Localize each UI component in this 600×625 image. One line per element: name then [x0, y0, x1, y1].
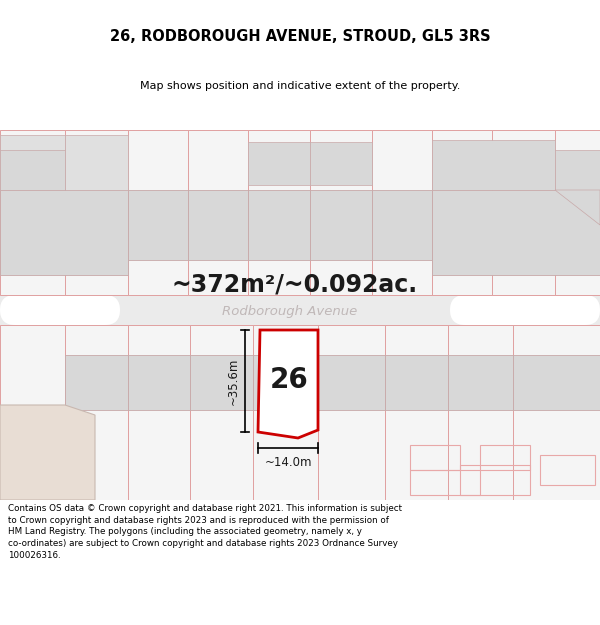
Polygon shape	[310, 130, 372, 295]
Polygon shape	[385, 355, 448, 410]
Polygon shape	[0, 130, 600, 295]
Polygon shape	[372, 130, 432, 295]
Text: ~14.0m: ~14.0m	[264, 456, 312, 469]
Polygon shape	[310, 190, 372, 260]
Polygon shape	[0, 295, 600, 325]
Polygon shape	[448, 325, 513, 500]
Polygon shape	[0, 190, 128, 275]
Polygon shape	[318, 325, 385, 500]
Polygon shape	[513, 355, 600, 410]
Polygon shape	[190, 355, 253, 410]
Polygon shape	[0, 130, 65, 295]
Polygon shape	[372, 190, 432, 260]
Polygon shape	[0, 130, 600, 500]
Text: Rodborough Avenue: Rodborough Avenue	[223, 306, 358, 319]
Polygon shape	[555, 150, 600, 190]
Polygon shape	[385, 325, 448, 500]
Polygon shape	[65, 130, 128, 295]
Polygon shape	[248, 142, 310, 185]
Polygon shape	[253, 355, 318, 410]
FancyBboxPatch shape	[0, 295, 120, 325]
Polygon shape	[0, 150, 65, 190]
Text: 26, RODBOROUGH AVENUE, STROUD, GL5 3RS: 26, RODBOROUGH AVENUE, STROUD, GL5 3RS	[110, 29, 490, 44]
Polygon shape	[310, 142, 372, 185]
Polygon shape	[128, 355, 190, 410]
Polygon shape	[258, 330, 318, 438]
Polygon shape	[432, 130, 492, 295]
Polygon shape	[0, 135, 65, 190]
Polygon shape	[65, 135, 128, 190]
Polygon shape	[555, 130, 600, 295]
Polygon shape	[253, 325, 318, 500]
Text: Map shows position and indicative extent of the property.: Map shows position and indicative extent…	[140, 81, 460, 91]
Text: 26: 26	[269, 366, 308, 394]
FancyBboxPatch shape	[80, 295, 540, 325]
Polygon shape	[188, 130, 248, 295]
Polygon shape	[65, 355, 128, 410]
Text: ~35.6m: ~35.6m	[227, 357, 239, 405]
Polygon shape	[128, 325, 190, 500]
Polygon shape	[513, 325, 600, 500]
Polygon shape	[318, 355, 385, 410]
Polygon shape	[248, 130, 310, 295]
Polygon shape	[555, 190, 600, 225]
Polygon shape	[0, 325, 600, 500]
FancyBboxPatch shape	[450, 295, 600, 325]
Polygon shape	[190, 325, 253, 500]
Polygon shape	[432, 190, 600, 275]
Polygon shape	[188, 190, 248, 260]
Polygon shape	[128, 190, 188, 260]
Polygon shape	[248, 190, 310, 260]
Polygon shape	[432, 140, 555, 190]
Polygon shape	[492, 130, 555, 295]
Polygon shape	[128, 130, 188, 295]
Polygon shape	[448, 355, 513, 410]
Text: ~372m²/~0.092ac.: ~372m²/~0.092ac.	[172, 273, 418, 297]
Polygon shape	[65, 325, 128, 500]
Polygon shape	[0, 325, 65, 500]
Polygon shape	[0, 405, 95, 500]
Text: Contains OS data © Crown copyright and database right 2021. This information is : Contains OS data © Crown copyright and d…	[8, 504, 402, 560]
